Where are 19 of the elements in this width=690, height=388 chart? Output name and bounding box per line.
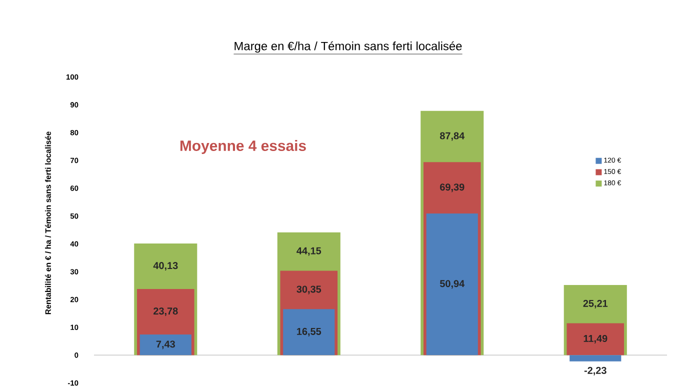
- data-label: 44,15: [296, 247, 322, 256]
- data-label: 16,55: [297, 328, 322, 336]
- bar: [570, 355, 622, 362]
- data-label: 30,35: [296, 286, 322, 294]
- data-label: 23,78: [154, 308, 178, 316]
- data-label: -2,23: [584, 366, 606, 376]
- data-label: 7,43: [156, 340, 175, 350]
- bar: [283, 309, 335, 356]
- bar: [426, 213, 478, 356]
- bar: [140, 334, 192, 356]
- data-label: 50,94: [440, 280, 465, 289]
- annotation: Moyenne 4 essais: [180, 140, 306, 154]
- chart-title: Marge en €/ha / Témoin sans ferti localisée: [234, 41, 462, 53]
- data-label: 69,39: [440, 184, 464, 192]
- data-label: 25,21: [583, 300, 608, 308]
- data-label: 11,49: [584, 334, 608, 344]
- data-label: 87,84: [440, 132, 465, 141]
- data-label: 40,13: [153, 262, 178, 271]
- bar: [566, 323, 624, 356]
